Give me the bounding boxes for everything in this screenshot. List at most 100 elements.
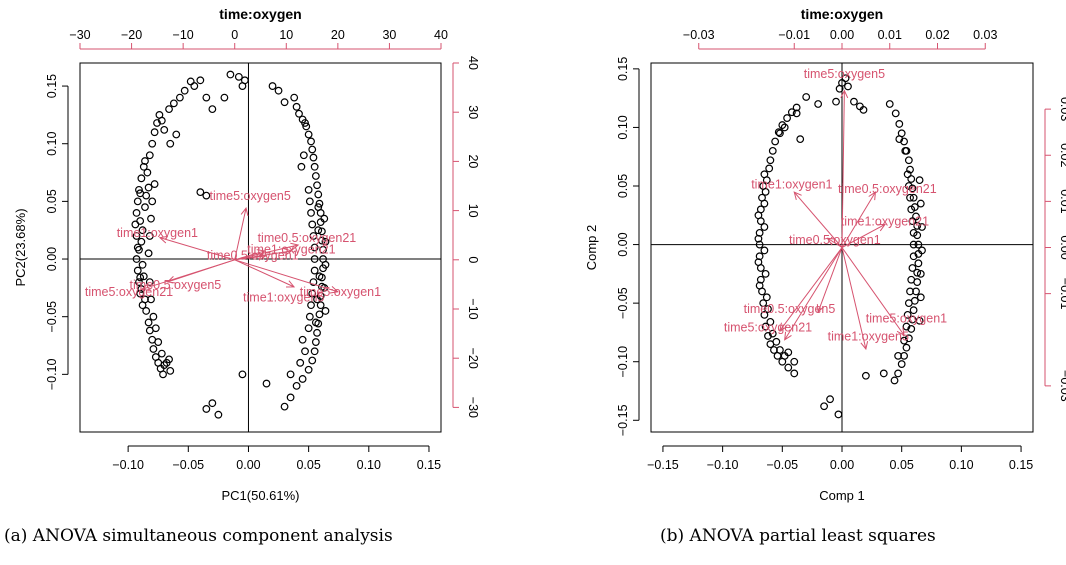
score-point — [147, 295, 155, 304]
y-tick-label: 0.15 — [45, 74, 59, 98]
score-point — [784, 363, 793, 372]
score-point — [274, 86, 283, 95]
score-point — [214, 410, 223, 419]
score-point — [143, 168, 152, 177]
score-point — [262, 379, 271, 388]
score-point — [307, 209, 315, 217]
loading-vector — [234, 208, 247, 260]
score-point — [196, 188, 205, 197]
score-point — [820, 402, 828, 411]
score-point — [144, 183, 153, 192]
loading-vector — [234, 244, 299, 261]
score-point — [766, 317, 775, 326]
x-tick-label: 0.10 — [949, 458, 973, 472]
score-point — [909, 228, 918, 237]
score-point — [900, 137, 908, 146]
score-point — [915, 316, 924, 325]
score-point — [903, 310, 912, 319]
score-point — [139, 272, 148, 281]
y-tick-label: 0.10 — [616, 115, 630, 139]
vector-label: time0.5:oxygen21 — [838, 182, 937, 196]
score-point — [234, 72, 243, 81]
x-tick-label: 0.00 — [236, 458, 260, 472]
score-point — [310, 266, 319, 275]
y-tick-label: 0.05 — [45, 189, 59, 213]
score-point — [802, 93, 811, 101]
score-point — [790, 357, 799, 366]
x-tick-label: 0.05 — [296, 458, 320, 472]
caption-b: (b) ANOVA partial least squares — [660, 526, 936, 546]
vector-arrowhead — [257, 252, 267, 261]
score-point — [240, 76, 249, 85]
score-point — [280, 402, 289, 411]
loading-vector — [827, 237, 843, 248]
vector-arrowhead — [826, 237, 836, 246]
score-point — [844, 82, 852, 91]
vector-label: time5:oxygen1 — [300, 285, 381, 299]
vector-arrowhead — [793, 191, 802, 201]
score-point — [918, 223, 926, 231]
score-point — [916, 199, 925, 208]
score-point — [861, 371, 870, 380]
top-tick-label: 40 — [434, 28, 448, 42]
score-point — [154, 338, 163, 346]
score-point — [310, 243, 319, 252]
score-point — [136, 289, 145, 298]
score-point — [304, 130, 313, 139]
score-point — [765, 164, 774, 173]
score-point — [909, 193, 918, 202]
loading-vector — [841, 247, 867, 350]
score-point — [286, 370, 295, 379]
score-point — [137, 285, 146, 293]
right-tick-label: 20 — [466, 154, 480, 168]
score-point — [153, 119, 161, 127]
score-point — [885, 100, 894, 108]
score-point — [302, 122, 311, 131]
top-tick-label: −10 — [173, 28, 194, 42]
score-point — [142, 307, 151, 315]
score-point — [309, 153, 318, 162]
score-point — [298, 375, 307, 383]
vector-label: time1:oxygen5 — [243, 290, 324, 304]
score-point — [135, 185, 143, 194]
y-tick-label: 0.10 — [45, 132, 59, 156]
score-point — [305, 312, 314, 321]
right-tick-label: 10 — [466, 204, 480, 218]
score-point — [132, 232, 141, 240]
score-point — [309, 278, 318, 286]
plot-frame — [79, 62, 442, 433]
top-tick-label: 0.00 — [830, 28, 854, 42]
score-point — [308, 289, 317, 298]
score-point — [315, 272, 324, 281]
score-point — [305, 197, 314, 206]
vector-label: time5:oxygen1 — [866, 311, 947, 325]
score-point — [776, 346, 784, 354]
score-point — [141, 157, 149, 165]
score-point — [292, 102, 301, 111]
score-point — [895, 120, 904, 128]
right-tick-label: 0.02 — [1058, 143, 1066, 167]
top-tick-label: 0.03 — [973, 28, 997, 42]
score-point — [771, 137, 780, 146]
score-point — [313, 295, 321, 304]
y-axis-label: PC2(23.68%) — [13, 208, 28, 286]
score-point — [137, 174, 146, 183]
score-point — [135, 245, 143, 254]
score-point — [149, 345, 158, 353]
score-point — [132, 255, 141, 263]
top-tick-label: −0.01 — [778, 28, 810, 42]
vector-label: time0.5:oxygen5 — [130, 278, 222, 292]
score-point — [172, 130, 181, 139]
vector-label: time0.5:oxygen1 — [207, 249, 299, 263]
score-point — [904, 299, 913, 308]
score-point — [897, 360, 906, 368]
score-point — [196, 76, 205, 85]
vector-arrowhead — [290, 242, 300, 251]
loading-vector — [784, 247, 843, 341]
score-point — [311, 172, 320, 180]
score-point — [764, 305, 772, 313]
score-point — [311, 338, 320, 346]
top-tick-label: 30 — [382, 28, 396, 42]
score-point — [776, 129, 784, 138]
vector-label: time5:oxygen21 — [85, 285, 173, 299]
